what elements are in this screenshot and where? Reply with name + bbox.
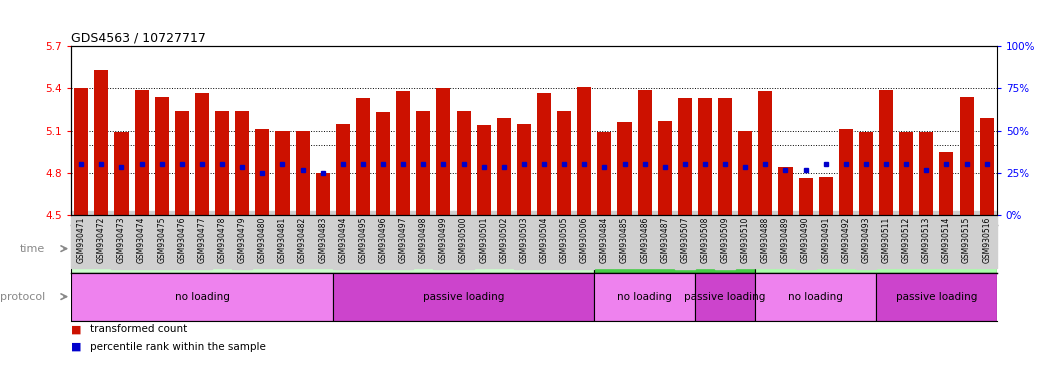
Bar	[758, 91, 773, 215]
Bar	[336, 124, 350, 215]
Text: 5-8 days: 5-8 days	[651, 243, 698, 254]
Bar	[980, 118, 994, 215]
Bar	[595, 225, 755, 273]
Bar	[215, 111, 229, 215]
Bar	[677, 98, 692, 215]
Bar	[577, 87, 592, 215]
Text: no loading: no loading	[175, 291, 229, 302]
Bar	[755, 273, 876, 321]
Bar	[476, 125, 491, 215]
Bar	[236, 111, 249, 215]
Bar	[819, 177, 832, 215]
Bar	[456, 111, 470, 215]
Bar	[114, 132, 129, 215]
Bar	[255, 129, 269, 215]
Bar	[135, 90, 149, 215]
Bar	[598, 132, 611, 215]
Bar	[376, 112, 391, 215]
Bar	[859, 132, 873, 215]
Bar	[315, 173, 330, 215]
Bar	[939, 152, 954, 215]
Bar	[94, 70, 109, 215]
Text: passive loading: passive loading	[423, 291, 505, 302]
Bar	[557, 111, 572, 215]
Bar	[396, 91, 410, 215]
Text: GDS4563 / 10727717: GDS4563 / 10727717	[71, 31, 206, 44]
Bar	[537, 93, 551, 215]
Text: ■: ■	[71, 324, 85, 334]
Text: 9-14 days: 9-14 days	[848, 243, 904, 254]
Bar	[437, 88, 450, 215]
Bar	[71, 273, 333, 321]
Bar	[155, 97, 169, 215]
Text: 6 hours - 4 days: 6 hours - 4 days	[288, 243, 378, 254]
Bar	[517, 124, 531, 215]
Bar	[175, 111, 188, 215]
Text: ■: ■	[71, 342, 85, 352]
Bar	[333, 273, 595, 321]
Bar	[74, 88, 88, 215]
Bar	[71, 225, 595, 273]
Bar	[496, 118, 511, 215]
Bar	[959, 97, 974, 215]
Bar	[275, 131, 290, 215]
Bar	[718, 98, 732, 215]
Bar	[295, 131, 310, 215]
Bar	[879, 90, 893, 215]
Bar	[839, 129, 853, 215]
Bar	[695, 273, 755, 321]
Bar	[195, 93, 209, 215]
Bar	[899, 132, 913, 215]
Text: percentile rank within the sample: percentile rank within the sample	[90, 342, 266, 352]
Text: no loading: no loading	[788, 291, 843, 302]
Bar	[638, 90, 651, 215]
Bar	[356, 98, 370, 215]
Bar	[778, 167, 793, 215]
Text: passive loading: passive loading	[895, 291, 977, 302]
Bar	[658, 121, 672, 215]
Text: time: time	[20, 243, 45, 254]
Bar	[738, 131, 753, 215]
Bar	[755, 225, 997, 273]
Bar	[595, 273, 695, 321]
Bar	[417, 111, 430, 215]
Bar	[618, 122, 631, 215]
Text: transformed count: transformed count	[90, 324, 187, 334]
Bar	[919, 132, 933, 215]
Text: no loading: no loading	[617, 291, 672, 302]
Text: protocol: protocol	[0, 291, 45, 302]
Bar	[799, 179, 812, 215]
Bar	[876, 273, 997, 321]
Text: passive loading: passive loading	[685, 291, 765, 302]
Bar	[698, 98, 712, 215]
